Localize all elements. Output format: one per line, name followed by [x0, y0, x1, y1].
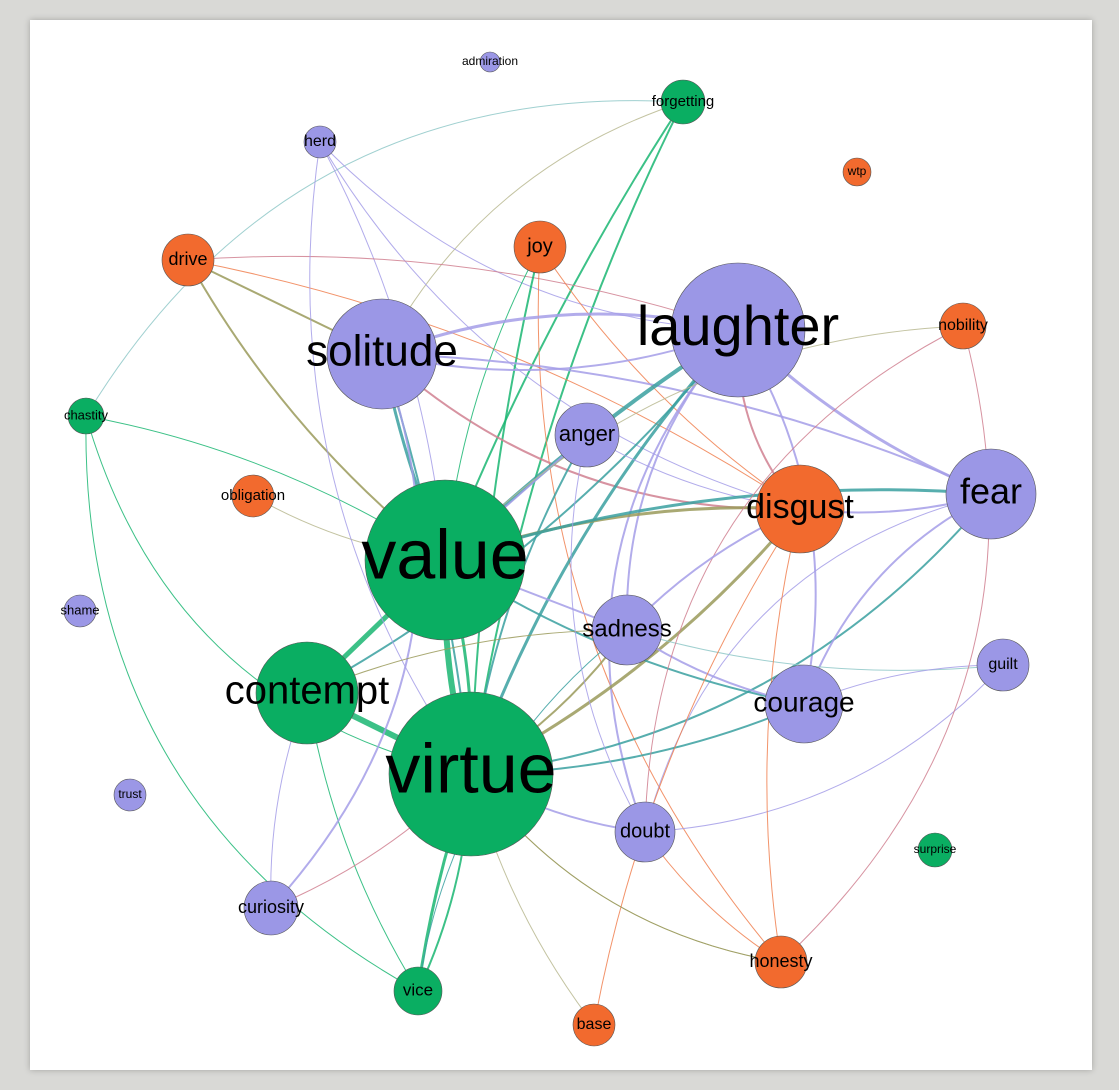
edge [644, 664, 1004, 833]
edge [593, 508, 801, 1026]
node [754, 935, 808, 989]
node-label: admiration [462, 54, 518, 68]
edge [780, 325, 990, 963]
node [660, 79, 706, 125]
node-label: joy [526, 235, 553, 257]
node-label: honesty [749, 951, 812, 971]
node [113, 778, 147, 812]
edge [187, 259, 801, 510]
node-label: contempt [225, 669, 390, 713]
node [917, 832, 953, 868]
edge [270, 353, 420, 909]
node [554, 402, 620, 468]
node [479, 51, 501, 73]
node-label: forgetting [652, 93, 715, 110]
node [231, 474, 275, 518]
edge [644, 325, 964, 833]
node [326, 298, 438, 410]
node [393, 966, 443, 1016]
node-label: drive [168, 249, 207, 269]
edge [309, 141, 472, 775]
node-label: trust [118, 787, 142, 801]
node-label: guilt [988, 656, 1018, 673]
node-label: herd [304, 133, 336, 150]
node-label: fear [960, 471, 1022, 512]
edge [381, 353, 992, 495]
node-label: doubt [620, 820, 670, 842]
node-label: vice [403, 980, 433, 999]
node [303, 125, 337, 159]
node-label: surprise [914, 842, 957, 856]
node-label: wtp [847, 164, 867, 178]
edge [85, 415, 472, 775]
edge [444, 325, 964, 561]
node-label: solitude [306, 327, 458, 376]
node [945, 448, 1037, 540]
node [63, 594, 97, 628]
node [161, 233, 215, 287]
edge [539, 246, 801, 510]
edge [187, 255, 739, 331]
node [243, 880, 299, 936]
edge [85, 415, 419, 992]
node-label: obligation [221, 487, 285, 504]
node-label: base [577, 1016, 612, 1033]
node-label: curiosity [238, 897, 304, 917]
node-label: chastity [64, 407, 109, 422]
edge [626, 629, 1004, 671]
node-label: laughter [637, 294, 839, 357]
node-label: virtue [385, 729, 556, 807]
node [364, 479, 526, 641]
node-label: sadness [582, 615, 671, 642]
edge [319, 141, 801, 510]
node-label: courage [753, 686, 854, 717]
node [67, 397, 105, 435]
edge [470, 493, 992, 775]
node [939, 302, 987, 350]
node [670, 262, 806, 398]
node-label: value [361, 515, 528, 593]
edge [644, 493, 992, 833]
edge [570, 434, 646, 833]
node [755, 464, 845, 554]
edge [537, 246, 782, 963]
node [842, 157, 872, 187]
edge [608, 329, 739, 833]
node-label: nobility [938, 317, 988, 334]
node [572, 1003, 616, 1047]
node [614, 801, 676, 863]
card [30, 20, 1092, 1070]
edge [470, 101, 684, 775]
edge [766, 508, 801, 963]
node [976, 638, 1030, 692]
node [591, 594, 663, 666]
node [388, 691, 554, 857]
node-label: shame [60, 602, 99, 617]
node [255, 641, 359, 745]
nodes: admiration forgetting herd wtp drive joy laugh… [60, 51, 1037, 1047]
node [513, 220, 567, 274]
edge [381, 101, 684, 355]
node [764, 664, 844, 744]
node-label: anger [559, 421, 615, 446]
node-label: disgust [746, 488, 854, 526]
